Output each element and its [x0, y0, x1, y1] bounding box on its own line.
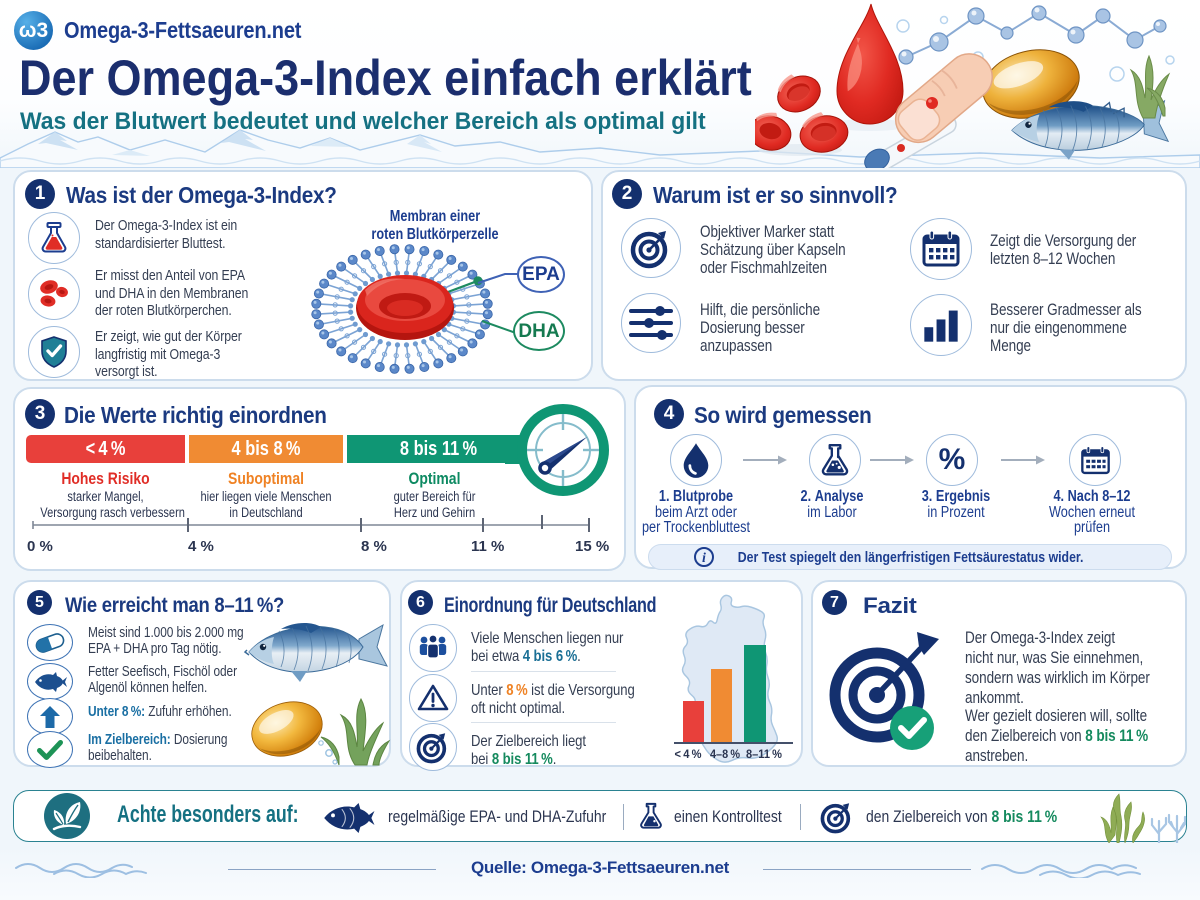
svg-text:8–11 %: 8–11 %: [746, 749, 782, 761]
svg-text:< 4 %: < 4 %: [675, 749, 702, 761]
svg-text:4–8 %: 4–8 %: [710, 749, 740, 761]
